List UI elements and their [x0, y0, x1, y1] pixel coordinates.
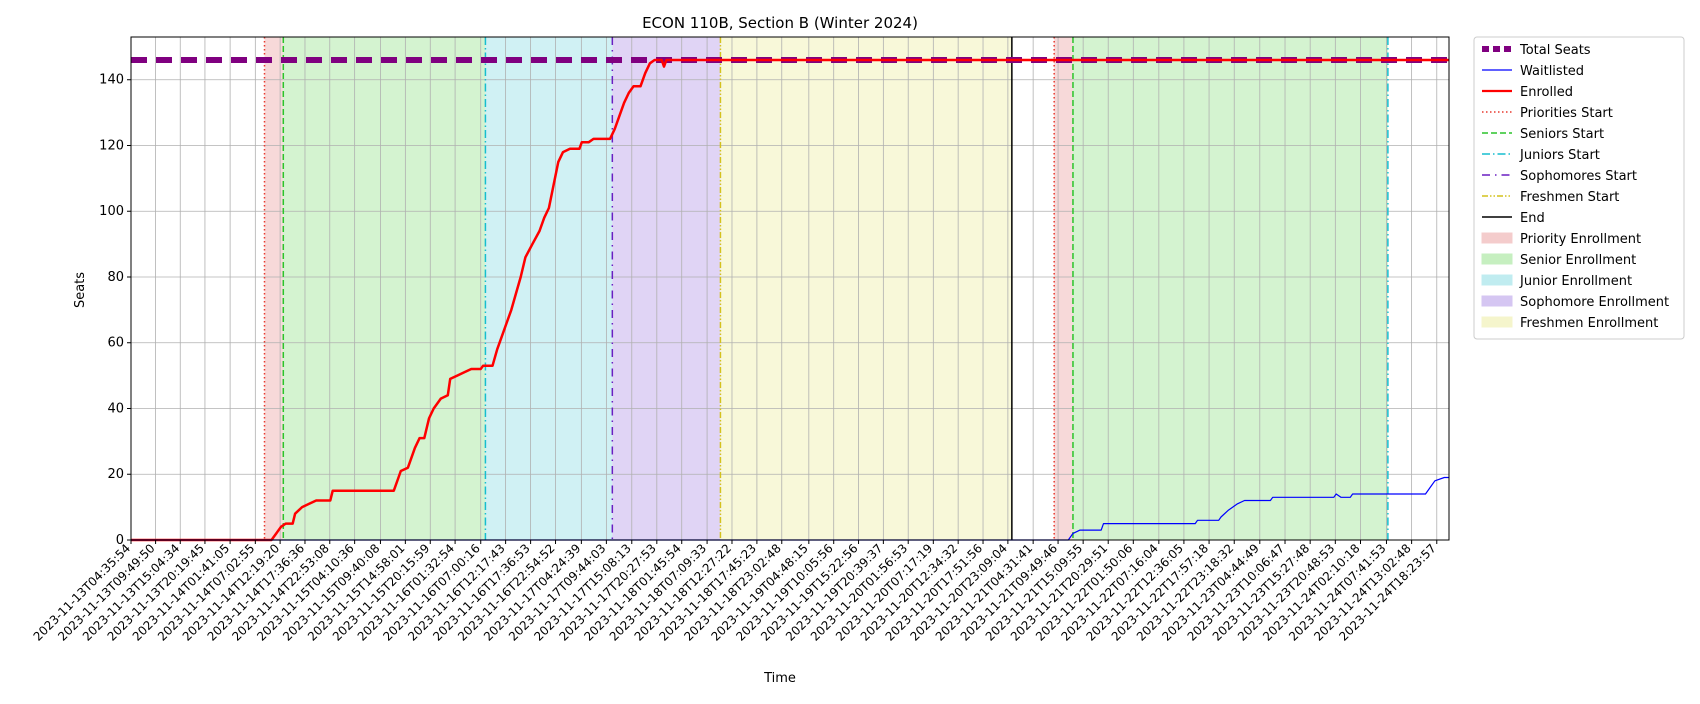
chart-title: ECON 110B, Section B (Winter 2024): [642, 14, 918, 32]
period-sophomore-enrollment: [612, 37, 721, 540]
legend-swatch-freshmen-enrollment: [1481, 316, 1513, 328]
plot-area: 0204060801001201402023-11-13T04:35:54202…: [31, 36, 1450, 644]
y-axis-label: Seats: [73, 272, 88, 308]
legend-label-senior-enrollment: Senior Enrollment: [1520, 253, 1636, 268]
legend-label-priority-enrollment: Priority Enrollment: [1520, 232, 1641, 247]
legend-label-total-seats: Total Seats: [1519, 43, 1591, 58]
legend-label-freshmen-start: Freshmen Start: [1520, 190, 1619, 205]
period-freshmen-enrollment: [720, 37, 1012, 540]
legend-frame: [1473, 36, 1685, 340]
legend-label-sophomores-start: Sophomores Start: [1520, 169, 1637, 184]
legend-label-junior-enrollment: Junior Enrollment: [1519, 274, 1632, 289]
legend-label-sophomore-enrollment: Sophomore Enrollment: [1520, 295, 1669, 310]
legend-swatch-priority-enrollment: [1481, 232, 1513, 244]
legend-label-waitlisted: Waitlisted: [1520, 64, 1584, 79]
legend-label-enrolled: Enrolled: [1520, 85, 1573, 100]
chart-legend: Total Seats Waitlisted Enrolled Priorities …: [1473, 36, 1685, 340]
legend-swatch-senior-enrollment: [1481, 253, 1513, 265]
legend-label-priorities-start: Priorities Start: [1520, 106, 1613, 121]
series-waitlisted: [131, 476, 1449, 541]
y-tick-label: 40: [107, 401, 124, 416]
y-tick-label: 100: [99, 204, 124, 219]
legend-label-juniors-start: Juniors Start: [1519, 148, 1600, 163]
x-axis-label: Time: [763, 671, 796, 686]
legend-label-seniors-start: Seniors Start: [1520, 127, 1604, 142]
period-junior-enrollment: [485, 37, 613, 540]
y-tick-label: 80: [107, 270, 124, 285]
axes-frame: [130, 36, 1450, 541]
legend-swatch-junior-enrollment: [1481, 274, 1513, 286]
legend-swatch-sophomore-enrollment: [1481, 295, 1513, 307]
y-tick-label: 0: [116, 533, 124, 548]
period-senior-enrollment: [283, 37, 486, 540]
legend-label-freshmen-enrollment: Freshmen Enrollment: [1520, 316, 1658, 331]
period-priority-enrollment: [1054, 37, 1073, 540]
y-tick-label: 60: [107, 336, 124, 351]
series-enrolled: [131, 58, 1449, 542]
y-tick-label: 20: [107, 467, 124, 482]
period-senior-enrollment: [1072, 37, 1388, 540]
legend-label-end: End: [1520, 211, 1545, 226]
y-tick-label: 140: [99, 73, 124, 88]
period-priority-enrollment: [264, 37, 284, 540]
y-tick-label: 120: [99, 138, 124, 153]
